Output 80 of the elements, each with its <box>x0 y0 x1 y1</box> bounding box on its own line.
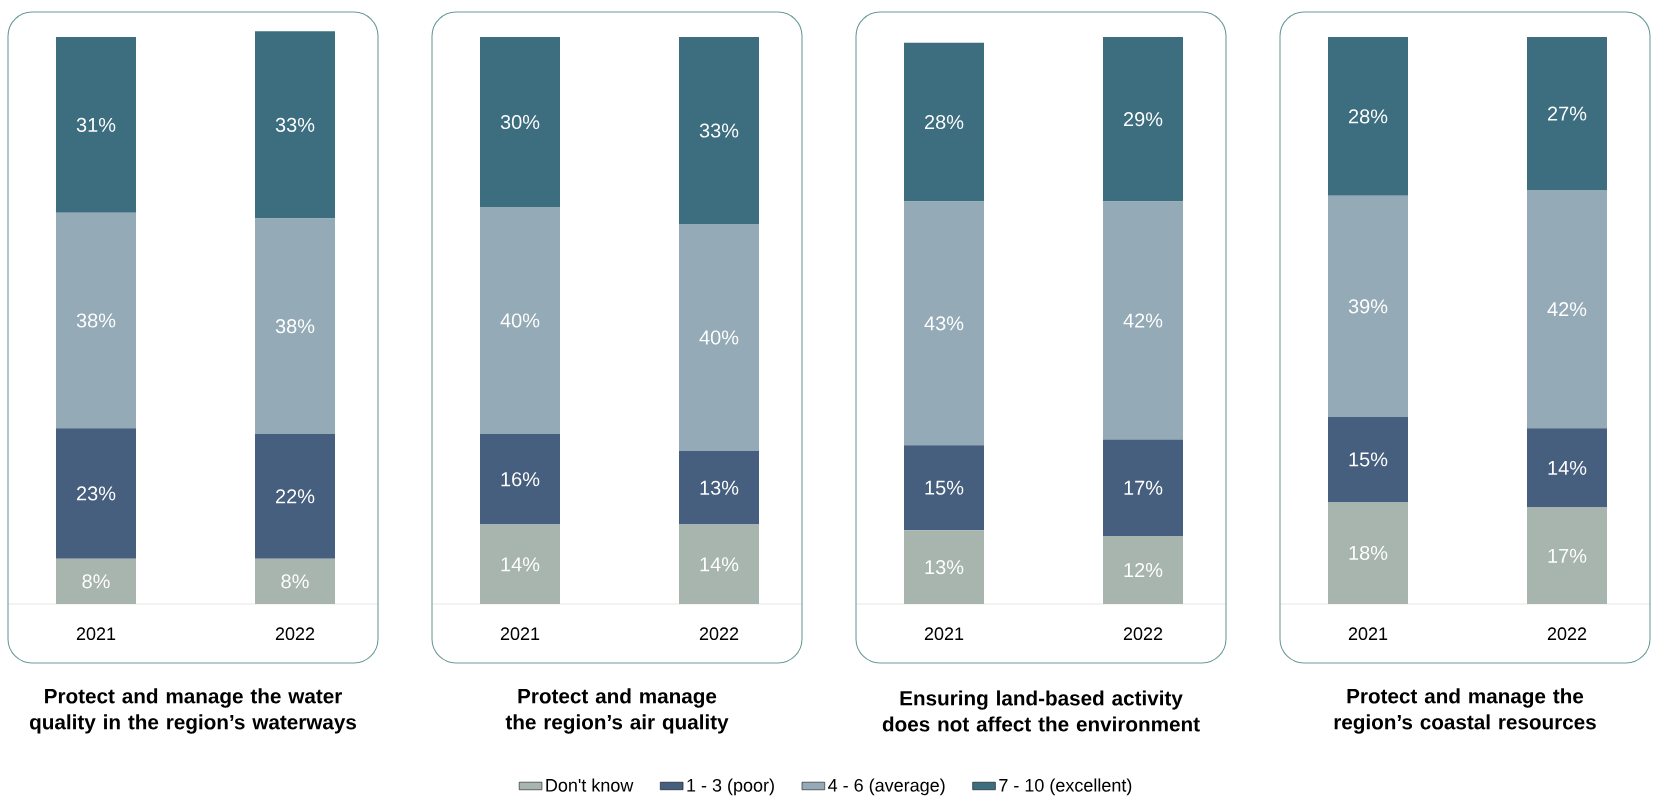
bar <box>679 524 759 605</box>
bar <box>679 450 759 525</box>
data-label: 15% <box>925 480 964 495</box>
bar <box>255 31 335 219</box>
data-label: 14% <box>501 557 540 572</box>
data-label: 38% <box>275 319 315 334</box>
bar <box>679 37 759 225</box>
data-label: 27% <box>1548 106 1587 121</box>
text: Protect and manage the region’s air quality <box>505 688 729 734</box>
data-label: 13% <box>925 560 964 575</box>
text: Protect and manage the water quality in the region’s waterways <box>30 688 357 734</box>
bar <box>1327 416 1408 503</box>
bar <box>56 212 136 429</box>
data-label: 43% <box>924 316 964 331</box>
x-tick-label: 2022 <box>275 627 315 641</box>
data-label: 33% <box>699 123 739 138</box>
text: Ensuring land-based activity does not affect the environment <box>882 690 1200 732</box>
bar <box>1327 502 1408 605</box>
data-label: 39% <box>1348 299 1388 314</box>
data-label: 28% <box>925 115 964 130</box>
bar <box>255 218 335 434</box>
bar <box>480 37 560 208</box>
data-label: 42% <box>1123 313 1163 328</box>
data-label: 40% <box>699 330 739 345</box>
bar <box>904 530 984 605</box>
x-tick-label: 2021 <box>1348 627 1388 641</box>
data-label: 8% <box>82 574 110 589</box>
text: Protect and manage the region’s coastal resources <box>1334 688 1596 734</box>
data-label: 16% <box>501 472 540 487</box>
x-tick-label: 2021 <box>76 627 116 641</box>
data-label: 23% <box>77 486 116 501</box>
bar <box>1527 37 1607 191</box>
legend-label: 4 - 6 (average) <box>828 778 945 796</box>
bar <box>480 207 560 434</box>
legend-label: Don't know <box>546 778 634 792</box>
data-label: 8% <box>281 574 309 589</box>
bar <box>679 224 759 451</box>
data-label: 17% <box>1548 548 1587 563</box>
legend-label: 1 - 3 (poor) <box>687 778 774 796</box>
data-label: 31% <box>76 117 116 133</box>
data-label: 42% <box>1547 302 1587 317</box>
bar <box>1527 190 1607 429</box>
bar <box>1103 201 1183 440</box>
data-label: 22% <box>276 489 315 504</box>
bar <box>1527 428 1607 508</box>
data-label: 30% <box>500 115 540 130</box>
bar <box>480 433 560 525</box>
bar <box>1103 37 1183 202</box>
bar <box>56 428 136 559</box>
data-label: 18% <box>1349 545 1388 561</box>
bar <box>904 445 984 531</box>
bar <box>480 524 560 605</box>
bar <box>1103 536 1183 605</box>
bar <box>56 558 136 605</box>
bar <box>904 201 984 446</box>
data-label: 13% <box>700 480 739 495</box>
bar <box>56 37 136 213</box>
data-label: 40% <box>500 313 540 328</box>
data-label: 29% <box>1124 112 1163 127</box>
x-tick-label: 2022 <box>1123 627 1163 641</box>
data-label: 15% <box>1349 452 1388 467</box>
x-tick-label: 2022 <box>699 627 739 641</box>
data-label: 14% <box>1548 461 1587 475</box>
bar <box>1103 439 1183 537</box>
bar <box>255 558 335 605</box>
x-tick-label: 2021 <box>924 627 964 641</box>
data-label: 38% <box>76 313 116 328</box>
bar <box>904 42 984 202</box>
bar <box>1527 507 1607 605</box>
x-tick-label: 2021 <box>500 627 540 641</box>
data-label: 28% <box>1349 109 1388 124</box>
data-label: 12% <box>1124 563 1163 578</box>
bar <box>1327 195 1408 417</box>
legend-label: 7 - 10 (excellent) <box>999 778 1132 796</box>
bar <box>1327 37 1408 196</box>
bar <box>255 433 335 559</box>
data-label: 14% <box>700 557 739 572</box>
x-tick-label: 2022 <box>1547 627 1587 641</box>
data-label: 17% <box>1124 480 1163 495</box>
data-label: 33% <box>275 117 315 133</box>
